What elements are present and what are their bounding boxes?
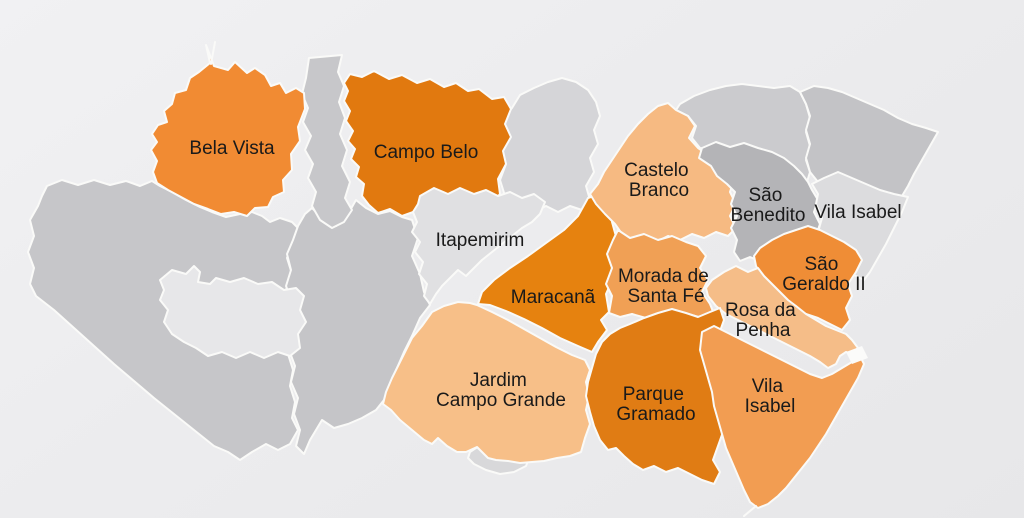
coast-notch xyxy=(846,346,868,364)
label-vila-isabel-south: Vila Isabel xyxy=(745,376,796,417)
region-parque-gramado[interactable] xyxy=(585,307,725,485)
region-bela-vista[interactable] xyxy=(150,44,306,217)
label-parque-gramado: Parque Gramado xyxy=(616,384,695,425)
label-bela-vista: Bela Vista xyxy=(189,138,275,159)
label-castelo-branco: Castelo Branco xyxy=(624,160,694,201)
border-spur-top-left xyxy=(210,41,216,65)
label-sao-benedito: São Benedito xyxy=(730,185,805,226)
border-spur-bottom xyxy=(743,505,757,517)
label-vila-isabel-north: Vila Isabel xyxy=(814,202,901,223)
label-sao-geraldo-ii: São Geraldo II xyxy=(782,254,865,295)
region-gray-center-light[interactable] xyxy=(159,265,307,359)
region-vila-isabel-south[interactable] xyxy=(699,325,865,509)
label-rosa-da-penha: Rosa da Penha xyxy=(725,300,801,341)
label-campo-belo: Campo Belo xyxy=(374,142,479,163)
region-gray-wedge[interactable] xyxy=(301,54,353,229)
label-maracana: Maracanã xyxy=(511,287,596,308)
label-morada-de-santa-fe: Morada de Santa Fé xyxy=(618,266,714,307)
region-gray-ne-right[interactable] xyxy=(799,85,939,197)
region-itapemirim[interactable] xyxy=(411,187,546,305)
label-jardim-campo-grande: Jardim Campo Grande xyxy=(436,370,566,411)
region-gray-north-center[interactable] xyxy=(499,77,601,213)
label-itapemirim: Itapemirim xyxy=(436,230,525,251)
region-jardim-campo-grande[interactable] xyxy=(382,301,591,464)
